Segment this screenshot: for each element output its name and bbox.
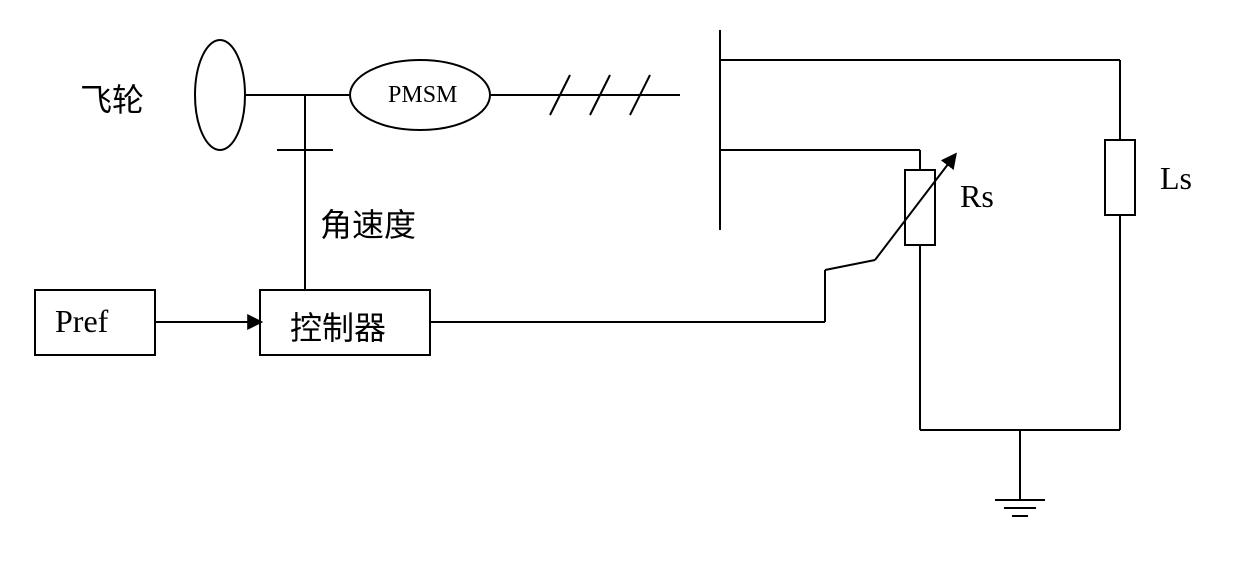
motor-label: PMSM	[388, 82, 457, 109]
angular-velocity-label: 角速度	[320, 200, 416, 246]
controller-label: 控制器	[290, 303, 386, 349]
ls-label: Ls	[1160, 160, 1192, 197]
pref-label: Pref	[55, 303, 108, 340]
rs-label: Rs	[960, 178, 994, 215]
flywheel-label: 飞轮	[80, 75, 144, 121]
